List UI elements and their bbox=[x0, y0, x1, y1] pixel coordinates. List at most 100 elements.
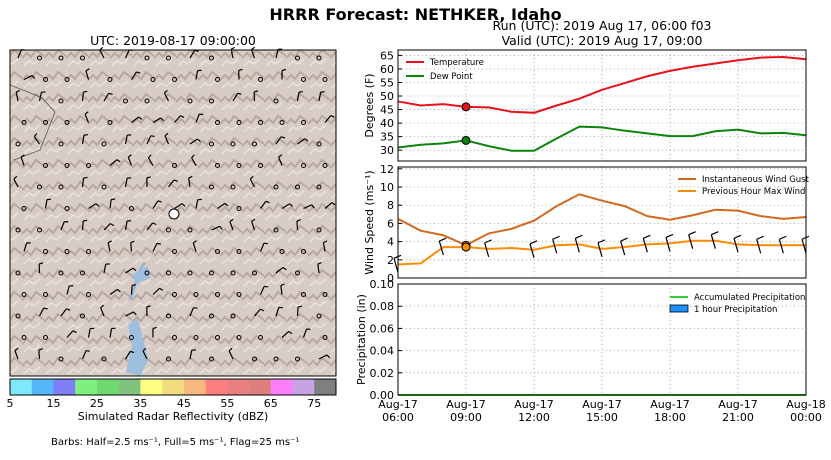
y-axis-label: Degrees (F) bbox=[363, 73, 376, 137]
calm-station-marker bbox=[316, 313, 322, 319]
calm-station-marker bbox=[123, 98, 128, 104]
wind-barb bbox=[44, 199, 48, 209]
y-tick-label: 0.06 bbox=[370, 322, 395, 335]
colorbar-tick-label: 5 bbox=[7, 397, 14, 410]
colorbar-swatch bbox=[249, 379, 272, 395]
wind-barb-flag bbox=[127, 154, 132, 158]
wind-barb bbox=[125, 267, 134, 274]
wind-barb-flag bbox=[326, 354, 331, 359]
calm-station-marker bbox=[58, 141, 64, 147]
colorbar-tick-label: 25 bbox=[90, 397, 104, 410]
y-tick-label: 8 bbox=[387, 199, 394, 212]
station-location-marker[interactable] bbox=[168, 208, 180, 220]
run-label: Run (UTC): 2019 Aug 17, 06:00 f03 bbox=[492, 18, 712, 33]
map-utc-label: UTC: 2019-08-17 09:00:00 bbox=[90, 33, 256, 48]
calm-station-marker bbox=[316, 55, 322, 61]
wind-barb-flag bbox=[264, 285, 269, 288]
wind-barb bbox=[260, 200, 267, 209]
wind-barb bbox=[801, 239, 807, 254]
x-tick-label-date: Aug-17 bbox=[650, 398, 689, 411]
calm-station-marker bbox=[166, 227, 171, 233]
wind-barb-flag bbox=[117, 288, 121, 293]
calm-station-marker bbox=[273, 356, 279, 362]
calm-station-marker bbox=[15, 270, 21, 276]
wind-barb bbox=[60, 221, 65, 231]
calm-station-marker bbox=[236, 120, 242, 125]
calm-station-marker bbox=[150, 77, 156, 82]
reservoir bbox=[132, 266, 150, 284]
calm-station-marker bbox=[193, 335, 199, 340]
wind-barb-flag bbox=[281, 68, 287, 72]
wind-barb-flag bbox=[229, 218, 234, 223]
wind-barb bbox=[280, 285, 283, 295]
wind-barb-flag bbox=[95, 203, 100, 207]
calm-station-marker bbox=[21, 120, 27, 125]
calm-station-marker bbox=[230, 313, 236, 319]
wind-barb bbox=[189, 138, 198, 145]
calm-station-marker bbox=[301, 77, 306, 82]
wind-barb bbox=[191, 157, 197, 166]
calm-station-marker bbox=[172, 335, 177, 340]
calm-station-marker bbox=[129, 335, 134, 340]
calm-station-marker bbox=[86, 249, 91, 254]
calm-station-marker bbox=[129, 206, 134, 211]
wind-barb bbox=[228, 350, 234, 360]
wind-barb bbox=[484, 242, 490, 258]
y-tick-label: 55 bbox=[380, 76, 394, 89]
wind-barb bbox=[127, 156, 133, 166]
wind-barb-flag bbox=[13, 175, 18, 180]
calm-station-marker bbox=[80, 270, 85, 276]
calm-station-marker bbox=[252, 356, 257, 362]
calm-station-marker bbox=[301, 163, 306, 168]
x-tick-label-time: 09:00 bbox=[450, 411, 482, 424]
calm-station-marker bbox=[144, 98, 150, 104]
calm-station-marker bbox=[215, 120, 220, 125]
wind-barb-flag bbox=[237, 92, 242, 95]
calm-station-marker bbox=[64, 249, 70, 254]
wind-barb-flag bbox=[146, 305, 151, 308]
colorbar-swatch bbox=[75, 379, 98, 395]
wind-barb bbox=[597, 242, 603, 258]
wind-barb-flag bbox=[66, 308, 71, 311]
wind-barb bbox=[756, 239, 762, 254]
wind-barb bbox=[324, 202, 333, 209]
legend-label: Accumulated Precipitation bbox=[694, 293, 805, 303]
wind-barb-flag bbox=[779, 235, 787, 240]
y-tick-label: 6 bbox=[387, 217, 394, 230]
wind-barb-flag bbox=[265, 200, 270, 204]
calm-station-marker bbox=[43, 163, 48, 168]
wind-barb bbox=[109, 199, 112, 209]
calm-station-marker bbox=[166, 313, 171, 319]
calm-station-marker bbox=[209, 313, 214, 319]
wind-barb bbox=[164, 135, 170, 145]
y-axis-label: Precipitation (in) bbox=[355, 294, 368, 385]
wind-barb bbox=[81, 177, 85, 188]
wind-barb-flag bbox=[14, 347, 19, 352]
calm-station-marker bbox=[172, 163, 177, 168]
wind-barb bbox=[259, 242, 265, 252]
wind-barb-flag bbox=[756, 235, 764, 240]
wind-barb bbox=[733, 238, 739, 253]
calm-station-marker bbox=[15, 227, 21, 233]
wind-barb-flag bbox=[331, 202, 336, 206]
wind-barb bbox=[15, 92, 19, 102]
wind-barb-flag bbox=[15, 89, 21, 93]
wind-barb bbox=[33, 136, 40, 145]
calm-station-marker bbox=[64, 163, 70, 168]
wind-barb bbox=[103, 223, 111, 231]
chart-panel-2: 0 2 4 6 8 10 12 Wind Speed (ms⁻¹) Instantaneous … bbox=[363, 163, 810, 285]
calm-station-marker bbox=[43, 335, 48, 340]
wind-barb-flag bbox=[138, 116, 143, 120]
colorbar-swatch bbox=[118, 379, 141, 395]
wind-barb bbox=[574, 238, 580, 253]
colorbar: 5 15 25 35 45 55 65 75 bbox=[7, 378, 337, 410]
calm-station-marker bbox=[279, 249, 285, 254]
colorbar-swatch bbox=[183, 379, 206, 395]
chart-legend: Instantaneous Wind Gust Previous Hour Max… bbox=[678, 175, 810, 197]
wind-barb-flag bbox=[288, 330, 293, 335]
calm-station-marker bbox=[166, 270, 171, 276]
calm-station-marker bbox=[209, 141, 214, 147]
wind-barb bbox=[249, 178, 256, 188]
